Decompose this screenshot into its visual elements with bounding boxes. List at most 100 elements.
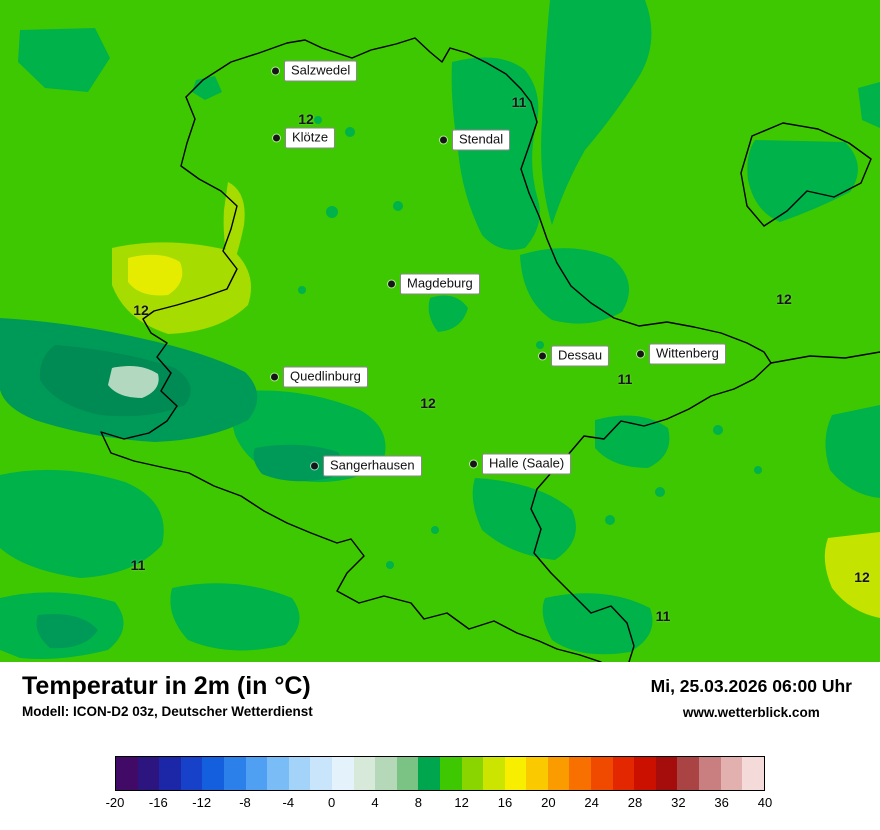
legend-segment [483, 757, 505, 790]
legend-segment [310, 757, 332, 790]
temperature-value-label: 11 [617, 371, 633, 387]
legend-segment [655, 757, 678, 790]
legend-tick-label: 28 [627, 795, 643, 810]
legend-segment [742, 757, 764, 790]
legend-segment [331, 757, 354, 790]
legend-tick-label: -4 [282, 795, 295, 810]
city-dot-icon [311, 462, 318, 470]
legend-tick-label: -12 [192, 795, 212, 810]
legend-tick-label: 8 [414, 795, 422, 810]
city-marker: Magdeburg [388, 273, 480, 295]
city-marker: Halle (Saale) [470, 453, 572, 475]
state-borders [100, 37, 880, 662]
temperature-field-warm-patches [112, 182, 880, 618]
legend-tick-label: 12 [454, 795, 469, 810]
city-marker: Klötze [273, 127, 336, 149]
legend-segment [159, 757, 181, 790]
temperature-value-label: 11 [130, 557, 146, 573]
legend-tick-label: 36 [714, 795, 729, 810]
legend-segment [439, 757, 462, 790]
legend-tick-label: 40 [757, 795, 773, 810]
city-dot-icon [470, 460, 477, 468]
legend-segment [547, 757, 570, 790]
legend-tick-labels: -20 -16 -12 -8 -4 0 4 8 12 16 20 24 28 32 36 40 [106, 795, 773, 813]
city-marker: Quedlinburg [271, 366, 368, 388]
temperature-value-label: 12 [298, 111, 314, 127]
temperature-value-label: 12 [854, 569, 870, 585]
legend-colorbar [115, 756, 765, 791]
city-marker: Salzwedel [272, 60, 358, 82]
city-label: Magdeburg [400, 273, 480, 295]
temperature-legend: -20 -16 -12 -8 -4 0 4 8 12 16 20 24 28 32 36 40 [106, 756, 773, 813]
website-url: www.wetterblick.com [682, 705, 820, 720]
legend-segment [634, 757, 656, 790]
temperature-value-label: 11 [655, 608, 671, 624]
city-marker: Stendal [440, 129, 511, 151]
legend-segment [677, 757, 700, 790]
city-dot-icon [440, 136, 447, 144]
legend-tick-label: 24 [584, 795, 599, 810]
temperature-field-coldest-core [39, 345, 191, 417]
temperature-value-label: 12 [133, 302, 149, 318]
legend-tick-label: 32 [671, 795, 686, 810]
legend-tick-label: -16 [148, 795, 168, 810]
city-dot-icon [637, 350, 644, 358]
temperature-map-graphic [0, 0, 880, 662]
legend-tick-label: 16 [497, 795, 513, 810]
city-dot-icon [271, 373, 278, 381]
legend-segment [288, 757, 311, 790]
model-info: Modell: ICON-D2 03z, Deutscher Wetterdie… [22, 704, 313, 719]
city-label: Quedlinburg [283, 366, 368, 388]
legend-segment [180, 757, 203, 790]
legend-segment [418, 757, 440, 790]
legend-segment [504, 757, 527, 790]
info-right: Mi, 25.03.2026 06:00 Uhr www.wetterblick… [651, 670, 858, 720]
temperature-value-label: 12 [776, 291, 792, 307]
legend-tick-label: -8 [239, 795, 251, 810]
city-label: Salzwedel [284, 60, 358, 82]
legend-segment [223, 757, 246, 790]
info-panel: Temperatur in 2m (in °C) Modell: ICON-D2… [0, 662, 880, 830]
legend-segment [461, 757, 484, 790]
city-marker: Dessau [539, 345, 610, 367]
legend-tick-label: 0 [328, 795, 336, 810]
temperature-value-label: 11 [511, 94, 527, 110]
city-dot-icon [388, 280, 395, 288]
legend-segment [720, 757, 743, 790]
city-label: Stendal [452, 129, 511, 151]
legend-segment [396, 757, 419, 790]
legend-segment [612, 757, 635, 790]
legend-segment [245, 757, 268, 790]
legend-tick-label: -20 [105, 795, 125, 810]
legend-segment [116, 757, 138, 790]
legend-segment [375, 757, 397, 790]
city-dot-icon [272, 67, 279, 75]
city-label: Sangerhausen [323, 455, 422, 477]
city-marker: Sangerhausen [311, 455, 422, 477]
map-container: Salzwedel Klötze Stendal Magdeburg Quedlinbu… [0, 0, 880, 662]
legend-segment [526, 757, 548, 790]
temperature-value-label: 12 [420, 395, 436, 411]
city-dot-icon [539, 352, 546, 360]
legend-tick-label: 4 [371, 795, 379, 810]
city-label: Dessau [551, 345, 610, 367]
legend-segment [353, 757, 376, 790]
city-label: Halle (Saale) [482, 453, 572, 475]
city-label: Wittenberg [649, 343, 726, 365]
legend-segment [569, 757, 592, 790]
legend-segment [267, 757, 289, 790]
legend-segment [202, 757, 224, 790]
legend-segment [137, 757, 160, 790]
legend-segment [591, 757, 613, 790]
city-label: Klötze [285, 127, 336, 149]
city-dot-icon [273, 134, 280, 142]
city-layer: Salzwedel Klötze Stendal Magdeburg Quedlinbu… [271, 60, 726, 477]
temperature-label-layer: 12 11 12 12 11 12 11 12 11 [130, 94, 870, 624]
legend-segment [699, 757, 721, 790]
city-marker: Wittenberg [637, 343, 726, 365]
forecast-datetime: Mi, 25.03.2026 06:00 Uhr [650, 676, 852, 696]
map-title: Temperatur in 2m (in °C) [22, 672, 311, 700]
legend-tick-label: 20 [541, 795, 556, 810]
info-left: Temperatur in 2m (in °C) Modell: ICON-D2… [22, 670, 313, 719]
